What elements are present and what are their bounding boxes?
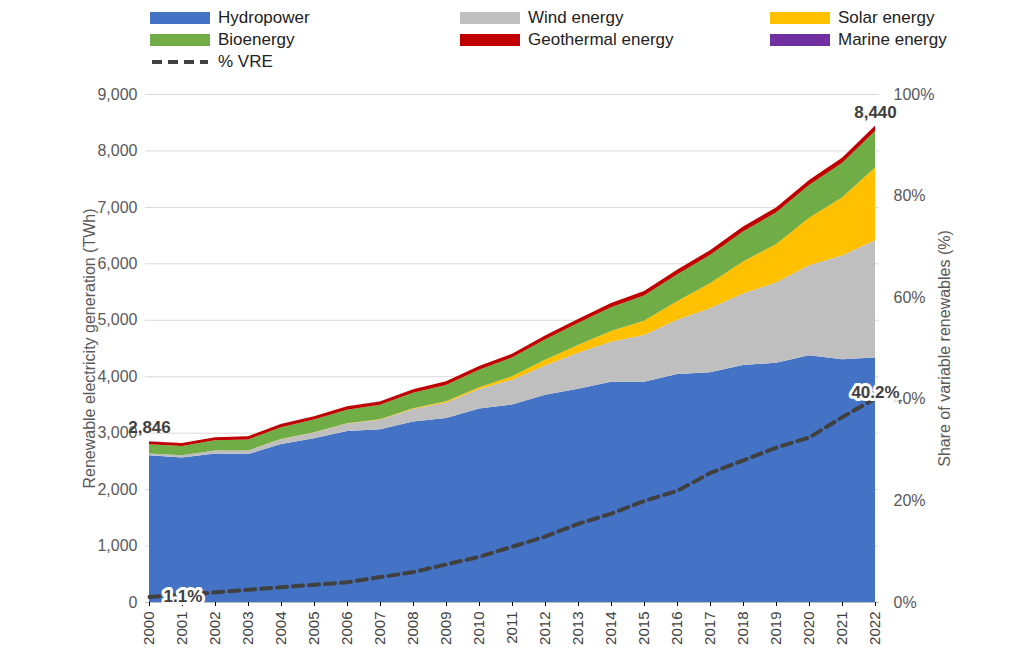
svg-text:5,000: 5,000 <box>97 311 137 328</box>
svg-text:40%: 40% <box>893 390 926 408</box>
svg-text:1,000: 1,000 <box>97 537 137 554</box>
svg-text:2002: 2002 <box>206 612 223 645</box>
html-text:Solar energy: Solar energy <box>838 8 935 27</box>
svg-text:2018: 2018 <box>734 612 751 645</box>
svg-text:2001: 2001 <box>173 612 190 645</box>
svg-text:2012: 2012 <box>536 612 553 645</box>
svg-text:2000: 2000 <box>140 612 157 645</box>
svg-text:2005: 2005 <box>305 612 322 645</box>
html-text:Bioenergy: Bioenergy <box>218 30 295 49</box>
svg-text:1.1%: 1.1% <box>164 587 203 606</box>
svg-text:0%: 0% <box>894 594 917 611</box>
svg-text:Share of variable renewables (: Share of variable renewables (%) <box>936 230 953 467</box>
svg-text:2019: 2019 <box>767 612 784 645</box>
svg-text:9,000: 9,000 <box>97 86 137 103</box>
svg-text:2003: 2003 <box>239 612 256 645</box>
svg-text:20%: 20% <box>894 492 926 509</box>
svg-text:60%: 60% <box>894 289 926 306</box>
svg-text:2007: 2007 <box>371 612 388 645</box>
svg-text:40.2%: 40.2% <box>851 383 899 402</box>
svg-text:2,846: 2,846 <box>128 418 171 437</box>
svg-text:7,000: 7,000 <box>97 199 137 216</box>
svg-text:80%: 80% <box>894 187 926 204</box>
svg-text:2020: 2020 <box>800 612 817 645</box>
svg-text:100%: 100% <box>894 86 935 103</box>
html-text:Wind energy: Wind energy <box>528 8 624 27</box>
svg-text:2022: 2022 <box>866 612 883 645</box>
svg-text:2006: 2006 <box>338 612 355 645</box>
svg-text:4,000: 4,000 <box>97 368 137 385</box>
svg-text:2009: 2009 <box>437 612 454 645</box>
svg-text:2004: 2004 <box>272 612 289 645</box>
svg-text:2013: 2013 <box>569 612 586 645</box>
svg-text:2011: 2011 <box>503 612 520 644</box>
html-text:% VRE: % VRE <box>218 52 273 71</box>
svg-text:2021: 2021 <box>833 612 850 645</box>
svg-text:2010: 2010 <box>470 612 487 645</box>
svg-text:6,000: 6,000 <box>97 255 137 272</box>
svg-text:0: 0 <box>129 594 138 611</box>
svg-text:8,000: 8,000 <box>97 142 137 159</box>
svg-text:Renewable electricity generati: Renewable electricity generation (TWh) <box>81 208 98 488</box>
svg-text:3,000: 3,000 <box>97 424 138 442</box>
svg-text:2,000: 2,000 <box>97 481 137 498</box>
html-text:Hydropower: Hydropower <box>218 8 310 27</box>
svg-text:2008: 2008 <box>404 612 421 645</box>
svg-text:2016: 2016 <box>668 612 685 645</box>
svg-text:2015: 2015 <box>635 612 652 645</box>
svg-text:8,440: 8,440 <box>854 103 897 122</box>
svg-text:2014: 2014 <box>602 612 619 645</box>
svg-text:2017: 2017 <box>701 612 718 645</box>
html-text:Marine energy: Marine energy <box>838 30 947 49</box>
html-text:Geothermal energy: Geothermal energy <box>528 30 674 49</box>
